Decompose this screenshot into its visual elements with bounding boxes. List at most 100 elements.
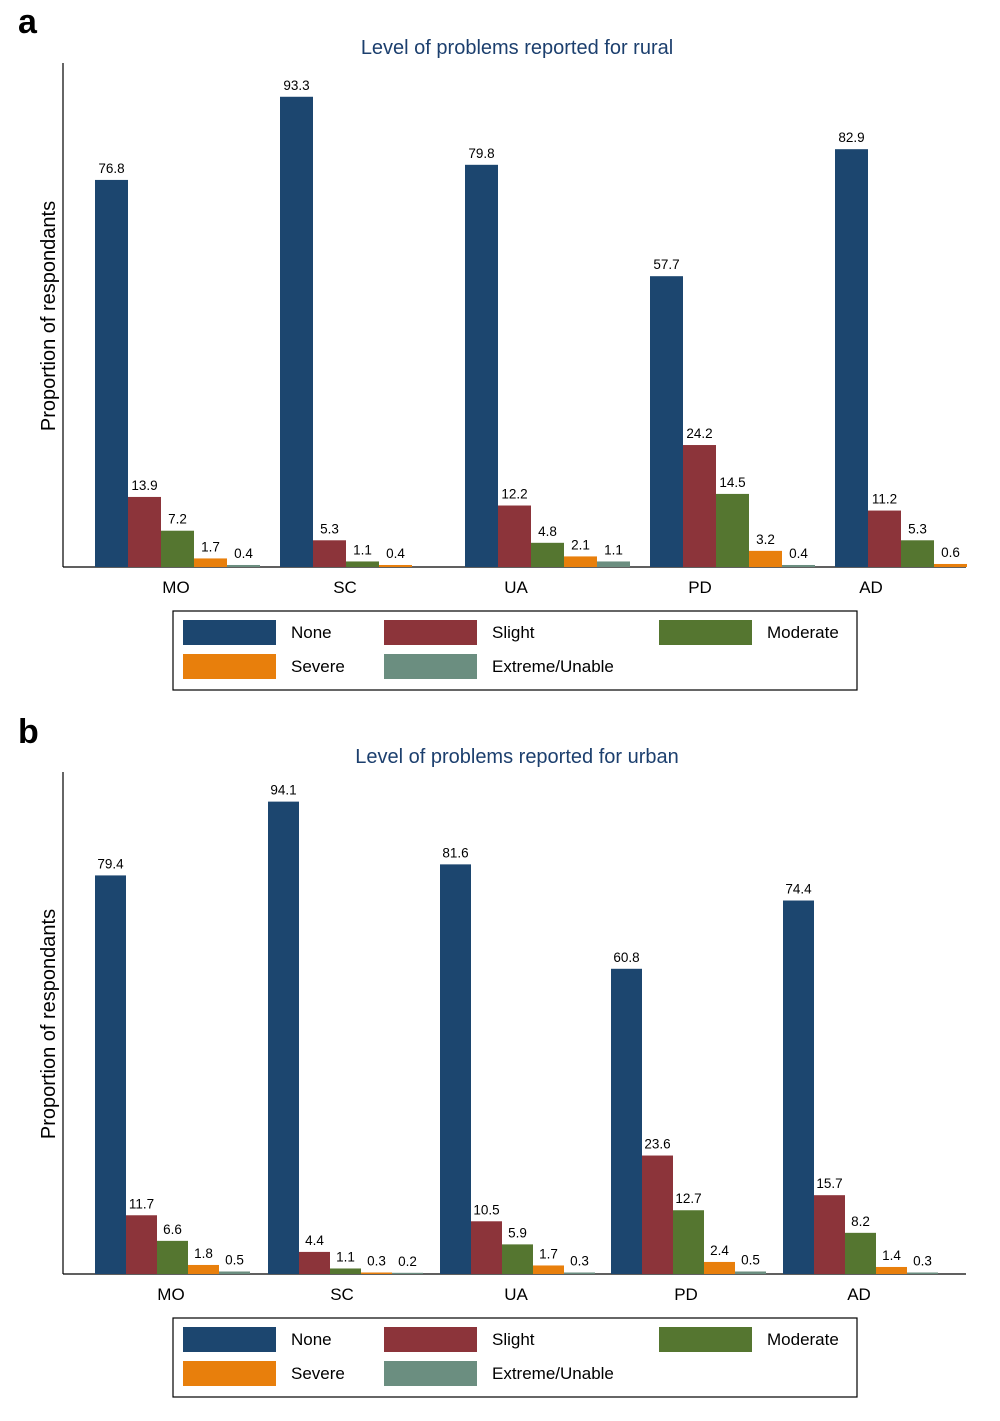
bar-mo-extreme-unable xyxy=(227,564,260,567)
data-label: 82.9 xyxy=(838,130,864,145)
bar-sc-extreme-unable xyxy=(392,1272,423,1274)
legend-label: Slight xyxy=(492,623,535,642)
data-label: 1.4 xyxy=(882,1248,901,1263)
bar-ua-extreme-unable xyxy=(597,561,630,567)
data-label: 0.4 xyxy=(386,546,405,561)
data-label: 81.6 xyxy=(442,845,468,860)
panel-a-label: a xyxy=(18,3,38,41)
bar-mo-severe xyxy=(188,1264,219,1274)
legend-label: Slight xyxy=(492,1330,535,1349)
legend-swatch xyxy=(183,654,276,679)
category-label: MO xyxy=(157,1285,184,1304)
bar-ua-slight xyxy=(498,505,531,567)
bar-ad-slight xyxy=(814,1195,845,1274)
category-label: UA xyxy=(504,1285,528,1304)
data-label: 0.3 xyxy=(367,1253,386,1268)
legend-a: None Slight Moderate Severe Extreme/Unable xyxy=(172,610,858,691)
data-label: 11.2 xyxy=(872,492,897,507)
bar-sc-none xyxy=(280,96,313,567)
bar-pd-extreme-unable xyxy=(782,564,815,567)
bar-ua-none xyxy=(465,164,498,568)
bar-ad-none xyxy=(835,149,868,567)
data-label: 0.6 xyxy=(941,545,960,560)
bar-pd-moderate xyxy=(673,1210,704,1274)
category-label: SC xyxy=(333,578,357,597)
data-label: 12.2 xyxy=(501,487,527,502)
bar-ua-slight xyxy=(471,1221,502,1274)
category-label: MO xyxy=(162,578,189,597)
y-axis-label-a: Proportion of respondants xyxy=(38,201,60,431)
data-label: 0.5 xyxy=(225,1252,244,1267)
data-label: 2.4 xyxy=(710,1243,729,1258)
bar-mo-severe xyxy=(194,558,227,567)
bar-ad-extreme-unable xyxy=(907,1272,938,1274)
legend-swatch xyxy=(384,1361,477,1386)
data-label: 2.1 xyxy=(571,537,590,552)
bar-ad-slight xyxy=(868,510,901,567)
plot-area-a: 76.8 13.9 7.2 1.7 0.4 MO 93.3 5.3 1.1 0.4 SC 79.8 12… xyxy=(62,63,967,597)
legend-swatch xyxy=(384,1327,477,1352)
data-label: 1.1 xyxy=(353,542,372,557)
bar-pd-moderate xyxy=(716,493,749,567)
data-label: 1.7 xyxy=(539,1246,558,1261)
bar-sc-severe xyxy=(361,1272,392,1274)
bar-pd-slight xyxy=(642,1155,673,1274)
data-label: 5.9 xyxy=(508,1225,527,1240)
data-label: 15.7 xyxy=(816,1176,842,1191)
data-label: 4.8 xyxy=(538,524,557,539)
panel-b: b Level of problems reported for urban P… xyxy=(18,713,966,1398)
category-label: AD xyxy=(847,1285,871,1304)
data-label: 93.3 xyxy=(283,78,309,93)
category-label: PD xyxy=(674,1285,698,1304)
bar-mo-none xyxy=(95,179,128,568)
data-label: 76.8 xyxy=(98,161,124,176)
bar-pd-none xyxy=(650,276,683,567)
bar-ua-moderate xyxy=(502,1244,533,1274)
bar-sc-none xyxy=(268,801,299,1274)
data-label: 13.9 xyxy=(131,478,157,493)
bar-ua-severe xyxy=(564,556,597,567)
panel-a: a Level of problems reported for rural P… xyxy=(18,3,967,691)
data-label: 1.7 xyxy=(201,539,220,554)
bar-ua-none xyxy=(440,864,471,1274)
legend-label: Severe xyxy=(291,657,345,676)
bar-pd-none xyxy=(611,968,642,1274)
bar-mo-extreme-unable xyxy=(219,1271,250,1274)
data-label: 0.2 xyxy=(398,1254,417,1269)
legend-swatch xyxy=(183,620,276,645)
bar-ua-extreme-unable xyxy=(564,1272,595,1274)
bar-mo-slight xyxy=(126,1215,157,1274)
legend-swatch xyxy=(659,620,752,645)
data-label: 10.5 xyxy=(473,1202,499,1217)
data-label: 0.3 xyxy=(913,1253,932,1268)
data-label: 60.8 xyxy=(613,950,639,965)
category-label: AD xyxy=(859,578,883,597)
data-label: 79.8 xyxy=(468,146,494,161)
legend-b: None Slight Moderate Severe Extreme/Unable xyxy=(172,1317,858,1398)
bar-mo-none xyxy=(95,875,126,1274)
chart-title-b: Level of problems reported for urban xyxy=(355,746,679,768)
bar-pd-extreme-unable xyxy=(735,1271,766,1274)
data-label: 14.5 xyxy=(719,475,745,490)
data-label: 6.6 xyxy=(163,1222,182,1237)
legend-label: Moderate xyxy=(767,1330,839,1349)
legend-swatch xyxy=(384,620,477,645)
data-label: 11.7 xyxy=(129,1196,154,1211)
data-label: 5.3 xyxy=(908,521,927,536)
data-label: 24.2 xyxy=(686,426,712,441)
category-label: UA xyxy=(504,578,528,597)
bar-ua-severe xyxy=(533,1265,564,1274)
bar-pd-severe xyxy=(749,550,782,567)
legend-swatch xyxy=(659,1327,752,1352)
data-label: 79.4 xyxy=(97,856,124,871)
bar-ad-severe xyxy=(876,1266,907,1274)
category-label: PD xyxy=(688,578,712,597)
bar-sc-moderate xyxy=(346,561,379,567)
data-label: 7.2 xyxy=(168,512,187,527)
legend-label: Extreme/Unable xyxy=(492,657,614,676)
data-label: 74.4 xyxy=(785,882,812,897)
data-label: 0.4 xyxy=(789,546,808,561)
bar-ad-moderate xyxy=(901,540,934,567)
